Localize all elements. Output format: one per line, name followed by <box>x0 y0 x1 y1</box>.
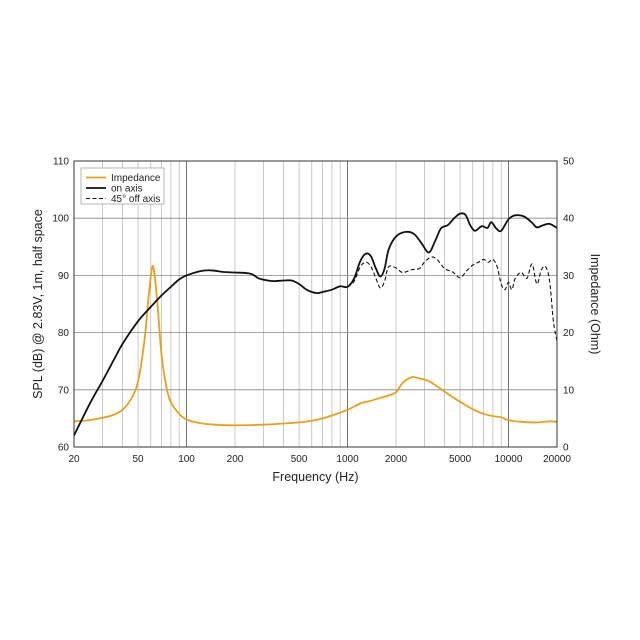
x-tick-label: 20 <box>68 454 80 465</box>
x-axis-ticks: 20 50 100 200 500 1000 2000 5000 10000 20000 <box>68 454 571 465</box>
x-tick-label: 20000 <box>543 454 571 465</box>
y2-tick-label: 20 <box>563 328 575 339</box>
y-tick-label: 70 <box>58 385 70 396</box>
x-tick-label: 200 <box>227 454 244 465</box>
y2-tick-label: 0 <box>563 443 569 454</box>
x-tick-label: 5000 <box>449 454 472 465</box>
chart-series <box>73 212 558 436</box>
legend-label: Impedance <box>111 173 161 184</box>
x-tick-label: 2000 <box>385 454 408 465</box>
x-tick-label: 50 <box>133 454 145 465</box>
y2-tick-label: 50 <box>563 157 575 168</box>
chart-grid <box>74 161 557 447</box>
series-line-impedance <box>73 265 558 427</box>
plot-frame <box>73 160 558 448</box>
y-tick-label: 80 <box>58 328 70 339</box>
y2-tick-label: 10 <box>563 385 575 396</box>
x-tick-label: 100 <box>178 454 195 465</box>
y-tick-label: 100 <box>52 214 69 225</box>
y-tick-label: 90 <box>58 271 70 282</box>
y2-axis-title: Impedance (Ohm) <box>588 254 602 355</box>
x-tick-label: 1000 <box>336 454 359 465</box>
y-tick-label: 60 <box>58 443 70 454</box>
x-tick-label: 500 <box>291 454 308 465</box>
y-axis-title: SPL (dB) @ 2.83V, 1m, half space <box>31 209 45 399</box>
x-tick-label: 10000 <box>495 454 523 465</box>
y2-axis-ticks: 0 10 20 30 40 50 <box>563 157 575 454</box>
y-tick-label: 110 <box>53 157 69 168</box>
y2-tick-label: 30 <box>563 271 575 282</box>
x-axis-title: Frequency (Hz) <box>272 470 358 484</box>
series-line-on-axis <box>73 212 558 436</box>
series-line-off-axis <box>347 256 558 342</box>
y2-tick-label: 40 <box>563 214 575 225</box>
legend-label: 45° off axis <box>111 194 160 205</box>
y-axis-ticks: 60 70 80 90 100 110 <box>52 157 69 454</box>
legend-label: on axis <box>111 184 143 195</box>
